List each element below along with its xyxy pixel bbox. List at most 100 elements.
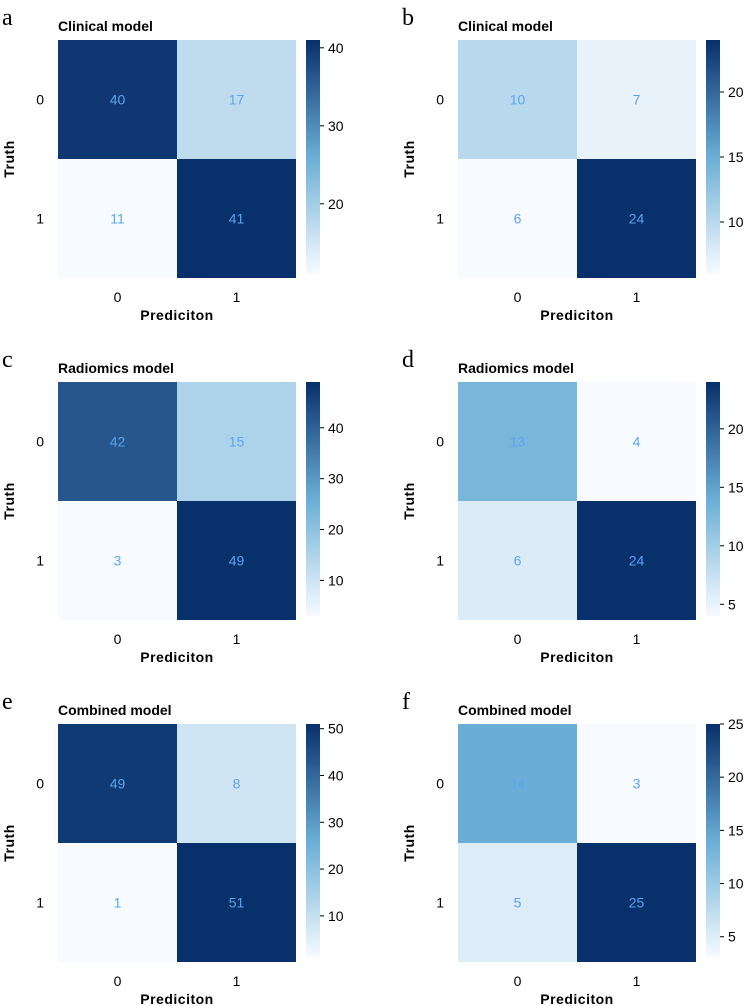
y-tick-label: 0 <box>36 776 44 792</box>
matrix-cell-1-0 <box>58 501 177 620</box>
colorbar-tick-label: 15 <box>728 479 744 495</box>
panel-title: Clinical model <box>58 18 153 34</box>
panel-letter: f <box>402 689 410 715</box>
matrix-cell-0-0 <box>58 724 177 843</box>
y-tick-label: 1 <box>36 553 44 569</box>
matrix-cell-1-0 <box>458 843 577 962</box>
matrix-cell-1-1 <box>577 501 696 620</box>
panel-title: Radiomics model <box>458 360 574 376</box>
cell-value-0-0: 10 <box>510 92 526 108</box>
cell-value-0-0: 13 <box>510 434 526 450</box>
cell-value-0-1: 7 <box>633 92 641 108</box>
panel-title: Combined model <box>58 702 172 718</box>
x-axis-label: Prediciton <box>540 991 613 1006</box>
cell-value-1-0: 1 <box>114 895 122 911</box>
x-axis-label: Prediciton <box>540 307 613 323</box>
y-axis-label: Truth <box>1 140 17 178</box>
cell-value-1-0: 6 <box>514 211 522 227</box>
y-tick-label: 1 <box>36 211 44 227</box>
matrix-cell-0-0 <box>458 40 577 159</box>
matrix-cell-0-1 <box>177 382 296 501</box>
colorbar-tick-label: 15 <box>728 822 744 838</box>
x-tick-label: 0 <box>114 973 122 989</box>
x-axis-label: Prediciton <box>140 307 213 323</box>
cell-value-1-0: 5 <box>514 895 522 911</box>
colorbar-tick-label: 20 <box>728 421 744 437</box>
y-tick-label: 1 <box>36 895 44 911</box>
cell-value-1-1: 51 <box>229 895 245 911</box>
y-tick-label: 0 <box>36 92 44 108</box>
panel-title: Combined model <box>458 702 572 718</box>
cell-value-1-1: 49 <box>229 553 245 569</box>
x-tick-label: 1 <box>233 973 241 989</box>
colorbar-tick-label: 10 <box>728 876 744 892</box>
matrix-cell-0-1 <box>577 382 696 501</box>
y-axis-label: Truth <box>401 482 417 520</box>
colorbar-tick-label: 40 <box>328 40 344 56</box>
panel-title: Clinical model <box>458 18 553 34</box>
matrix-cell-0-0 <box>58 40 177 159</box>
cell-value-0-1: 4 <box>633 434 641 450</box>
matrix-cell-1-1 <box>177 159 296 278</box>
cell-value-1-0: 3 <box>114 553 122 569</box>
panel-letter: b <box>402 5 414 31</box>
y-tick-label: 1 <box>436 895 444 911</box>
y-tick-label: 0 <box>436 434 444 450</box>
colorbar-tick-label: 25 <box>728 716 744 732</box>
x-tick-label: 0 <box>514 973 522 989</box>
x-tick-label: 0 <box>114 289 122 305</box>
cell-value-0-0: 42 <box>110 434 126 450</box>
colorbar-tick-label: 5 <box>728 929 736 945</box>
cell-value-0-0: 40 <box>110 92 126 108</box>
y-axis-label: Truth <box>401 140 417 178</box>
y-axis-label: Truth <box>401 824 417 862</box>
cell-value-1-0: 6 <box>514 553 522 569</box>
cell-value-1-1: 41 <box>229 211 245 227</box>
colorbar-tick-label: 20 <box>328 196 344 212</box>
colorbar-tick-label: 10 <box>728 214 744 230</box>
y-tick-label: 1 <box>436 553 444 569</box>
colorbar-tick-label: 10 <box>328 572 344 588</box>
x-axis-label: Prediciton <box>540 649 613 665</box>
colorbar <box>306 724 320 958</box>
colorbar <box>706 724 720 958</box>
matrix-cell-1-0 <box>458 159 577 278</box>
cell-value-1-1: 24 <box>629 211 645 227</box>
colorbar-tick-label: 5 <box>728 596 736 612</box>
colorbar-tick-label: 10 <box>328 908 344 924</box>
y-tick-label: 0 <box>436 776 444 792</box>
cell-value-1-0: 11 <box>110 211 125 227</box>
colorbar-tick-label: 10 <box>728 538 744 554</box>
x-tick-label: 0 <box>514 631 522 647</box>
colorbar-tick-label: 40 <box>328 767 344 783</box>
cell-value-1-1: 24 <box>629 553 645 569</box>
panel-letter: c <box>2 347 13 373</box>
matrix-cell-0-0 <box>458 724 577 843</box>
colorbar-tick-label: 20 <box>728 84 744 100</box>
cell-value-0-1: 3 <box>633 776 641 792</box>
matrix-cell-1-0 <box>458 501 577 620</box>
x-tick-label: 1 <box>633 631 641 647</box>
cell-value-0-1: 15 <box>229 434 245 450</box>
y-tick-label: 0 <box>436 92 444 108</box>
panel-a: a Clinical model 40 17 11 41 0 1 0 1 Prediciton Tru… <box>1 5 344 323</box>
matrix-cell-0-1 <box>577 40 696 159</box>
x-tick-label: 1 <box>633 289 641 305</box>
colorbar-tick-label: 30 <box>328 814 344 830</box>
colorbar-tick-label: 20 <box>728 769 744 785</box>
x-tick-label: 1 <box>633 973 641 989</box>
matrix-cell-0-1 <box>577 724 696 843</box>
colorbar-tick-label: 20 <box>328 861 344 877</box>
matrix-cell-1-1 <box>577 843 696 962</box>
panel-letter: d <box>402 347 414 373</box>
matrix-cell-1-1 <box>177 501 296 620</box>
panel-b: b Clinical model 10 7 6 24 0 10 1 Prediciton Truth… <box>401 5 744 323</box>
cell-value-1-1: 25 <box>629 895 645 911</box>
colorbar-tick-label: 30 <box>328 118 344 134</box>
panel-letter: a <box>2 5 13 31</box>
